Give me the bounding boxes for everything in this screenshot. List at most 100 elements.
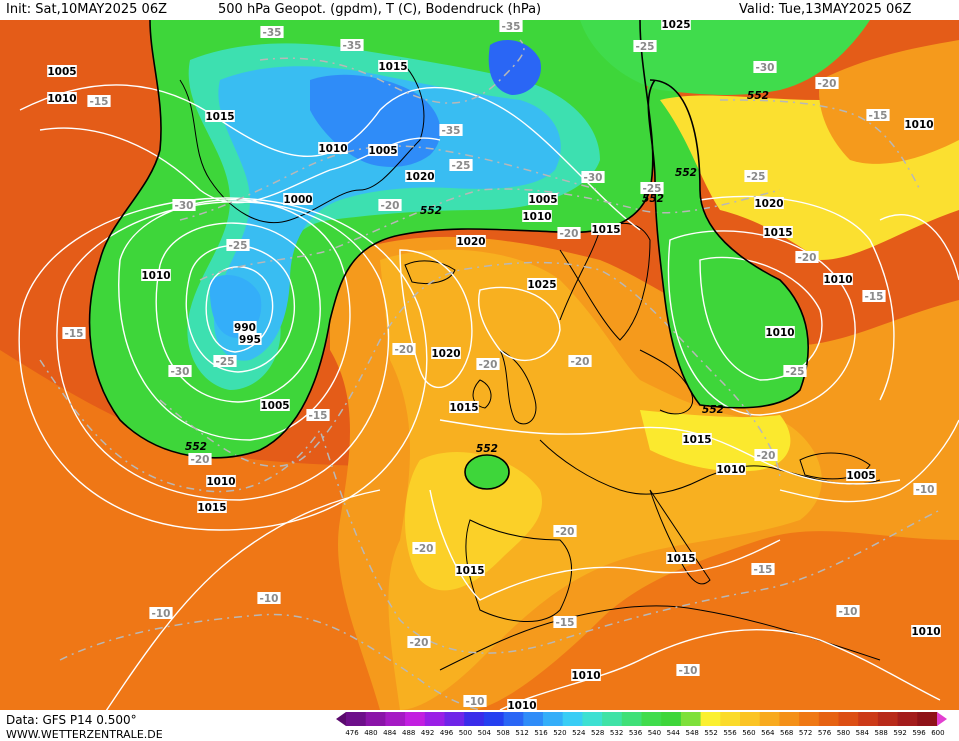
pressure-label-text: 1010 [904,119,933,131]
temperature-label: -25 [226,239,250,252]
temperature-label-text: -20 [191,454,210,466]
pressure-label-box [233,321,257,333]
temperature-label: -25 [449,159,473,172]
pressure-label-text: 1020 [754,198,783,210]
scale-tick-label: 536 [628,729,643,737]
temperature-label-text: -25 [747,171,766,183]
temperature-label-text: -10 [260,593,279,605]
pressure-label-box [507,699,537,710]
temperature-label-box [568,355,592,367]
pressure-label: 1020 [754,197,784,210]
zone-northwest-blue [214,66,561,361]
temperature-label: -30 [753,61,777,74]
scale-tick-label: 524 [572,729,586,737]
pressure-label-box [591,223,621,235]
temperature-label-text: -20 [560,228,579,240]
scale-tick-label: 492 [420,729,435,737]
temperature-label: -35 [499,20,523,33]
scale-arrow-left [336,712,346,726]
temperature-label: -30 [168,365,192,378]
pressure-label-text: 1010 [823,274,852,286]
temperature-label: -20 [815,77,839,90]
scale-tick-label: 580 [836,729,851,737]
zone-north-green [580,20,870,95]
pressure-label-box [522,210,552,222]
temperature-label-box [862,290,886,302]
temperature-label: -30 [581,171,605,184]
pressure-label: 1010 [318,142,348,155]
temperature-label-box [553,525,577,537]
temperature-label-box [815,77,839,89]
temperature-label-text: -20 [556,526,575,538]
scale-tick-label: 548 [685,729,699,737]
pressure-label: 990 [233,321,257,334]
temperature-label-text: -25 [636,41,655,53]
temperature-label: -25 [633,40,657,53]
zone-east-trough [646,80,809,408]
scale-tick-label: 572 [798,729,813,737]
temperature-label: -20 [476,358,500,371]
temperature-label-box [744,170,768,182]
pressure-label: 1005 [368,144,398,157]
scale-tick-label: 488 [402,729,416,737]
temperature-label-box [188,453,212,465]
pressure-label-box [661,20,691,30]
pressure-label-text: 1000 [283,194,312,206]
temperature-label-text: -35 [263,27,282,39]
pressure-label-text: 1010 [318,143,347,155]
pressure-label: 1005 [47,65,77,78]
isotherm-minus10 [59,613,540,710]
temperature-label-box [407,636,431,648]
temperature-label-box [581,171,605,183]
scale-tick-label: 552 [704,729,718,737]
temperature-label: -30 [172,199,196,212]
scale-swatch [759,712,780,726]
scale-swatch [779,712,800,726]
zone-svalbard-low [488,40,541,95]
pressure-label-box [141,269,171,281]
pressure-label-box [763,226,793,238]
pressure-label-text: 1015 [682,434,711,446]
pressure-label-text: 990 [234,322,256,334]
pressure-label: 1020 [405,170,435,183]
pressure-label-box [904,118,934,130]
pressure-label-text: 1015 [455,565,484,577]
pressure-label-box [283,193,313,205]
temperature-label-box [340,39,364,51]
scale-tick-label: 520 [553,729,567,737]
temperature-label-text: -10 [679,665,698,677]
isobar-1020-ridge [399,249,473,389]
scale-tick-label: 500 [458,729,473,737]
pressure-label-text: 1015 [666,553,695,565]
scale-swatch [582,712,603,726]
temperature-label: -20 [795,251,819,264]
isotherms [39,39,941,710]
scale-swatch [641,712,662,726]
temperature-label: -10 [913,483,937,496]
isobar-1015-iberia [429,489,781,601]
scale-swatch [523,712,544,726]
scale-tick-label: 496 [439,729,454,737]
contour-552-east [647,79,809,409]
temperature-label-box [392,343,416,355]
greenland-coast [179,59,425,224]
temperature-label: -20 [412,542,436,555]
geopotential-labels: 552 552 552 552 552 552 552 [185,90,769,455]
temperature-label: -10 [676,664,700,677]
pressure-label: 1020 [456,235,486,248]
pressure-label: 1010 [823,273,853,286]
scale-tick-label: 600 [931,729,945,737]
temperature-label-text: -15 [865,291,884,303]
scale-tick-label: 588 [874,729,888,737]
geopotential-label-text: 552 [420,205,442,217]
pressure-label-text: 1015 [763,227,792,239]
temperature-label-box [306,409,330,421]
scale-tick-label: 532 [609,729,624,737]
scale-swatch [621,712,642,726]
pressure-label-box [368,144,398,156]
temperature-label: -35 [340,39,364,52]
scale-tick-label: 560 [742,729,756,737]
contour-552-cutoff [464,454,510,490]
pressure-label-text: 1015 [449,402,478,414]
temperature-label: -15 [553,616,577,629]
